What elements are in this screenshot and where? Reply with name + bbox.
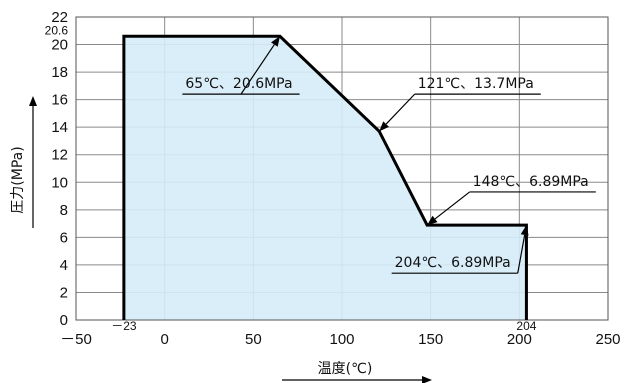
x-extra-tick-label: －23 xyxy=(111,319,137,333)
annotations: 65℃、20.6MPa 121℃、13.7MPa 148℃、6.89MPa 204℃、… xyxy=(182,36,596,274)
y-axis-arrow-head xyxy=(29,96,37,106)
y-tick-label: 12 xyxy=(51,147,68,164)
x-axis-label: 温度(℃) xyxy=(318,361,373,377)
annotation-arrow-head xyxy=(520,225,529,236)
plot-frame xyxy=(75,16,609,321)
x-tick-label: 50 xyxy=(245,331,262,348)
annotation-label: 65℃、20.6MPa xyxy=(185,76,292,92)
annotation-leader xyxy=(434,191,471,220)
y-tick-label: 4 xyxy=(60,257,68,274)
y-tick-label: 2 xyxy=(60,284,68,301)
x-tick-label: 0 xyxy=(160,331,168,348)
y-tick-label: 18 xyxy=(51,64,68,81)
annotation-label: 204℃、6.89MPa xyxy=(395,255,511,271)
operating-area-fill xyxy=(123,36,527,320)
x-axis-label-group: 温度(℃) xyxy=(282,361,432,383)
annotation-label: 121℃、13.7MPa xyxy=(418,76,534,92)
tick-labels: －50 0 50 100 150 200 250 0 2 4 6 8 10 12 14 16 18 20 22 －23… xyxy=(45,9,621,348)
annotation: 121℃、13.7MPa xyxy=(379,76,541,132)
annotation: 148℃、6.89MPa xyxy=(427,174,596,226)
y-tick-label: 22 xyxy=(51,9,68,26)
annotation-leader xyxy=(517,234,526,274)
y-tick-label: 10 xyxy=(51,174,68,191)
annotation: 65℃、20.6MPa xyxy=(182,36,300,95)
x-tick-label: 100 xyxy=(329,331,354,348)
annotation-arrow-head xyxy=(427,215,438,226)
y-tick-label: 0 xyxy=(60,312,68,329)
x-tick-label: 200 xyxy=(507,331,532,348)
y-axis-label-group: 圧力(MPa) xyxy=(10,96,37,228)
annotation-leader xyxy=(240,44,275,95)
y-tick-label: 8 xyxy=(60,202,68,219)
operating-area xyxy=(123,36,527,320)
annotation-arrow-head xyxy=(271,36,280,47)
y-extra-tick-label: 20.6 xyxy=(45,23,69,37)
annotation-leader xyxy=(385,93,416,125)
annotation: 204℃、6.89MPa xyxy=(391,225,529,274)
y-tick-label: 16 xyxy=(51,92,68,109)
x-axis-arrow-head xyxy=(422,376,432,383)
plot-border xyxy=(75,16,609,321)
x-tick-label: 250 xyxy=(595,331,620,348)
annotation-label: 148℃、6.89MPa xyxy=(473,174,589,190)
annotation-arrow-head xyxy=(379,121,390,132)
y-axis-label: 圧力(MPa) xyxy=(10,146,26,213)
x-tick-label: 150 xyxy=(418,331,443,348)
x-tick-label: －50 xyxy=(60,331,92,348)
x-extra-tick-label: 204 xyxy=(516,319,536,333)
y-tick-label: 20 xyxy=(51,37,68,54)
y-tick-label: 6 xyxy=(60,229,68,246)
y-tick-label: 14 xyxy=(51,119,68,136)
